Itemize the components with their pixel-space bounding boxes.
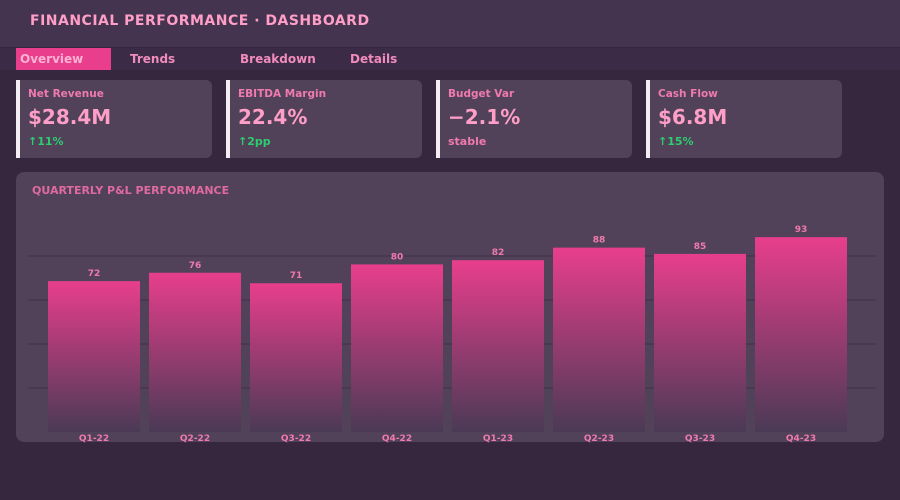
bar bbox=[654, 253, 746, 432]
bar bbox=[250, 283, 342, 432]
tab[interactable]: Details bbox=[350, 52, 398, 66]
kpi-delta: stable bbox=[448, 135, 487, 148]
kpi-card: Budget Var −2.1% stable bbox=[436, 80, 632, 158]
bar bbox=[149, 272, 241, 432]
bar bbox=[755, 237, 847, 432]
tab-bar: Overview Trends Breakdown Details bbox=[0, 48, 900, 70]
bar bbox=[452, 260, 544, 432]
x-tick-label: Q4-23 bbox=[786, 434, 816, 444]
header: FINANCIAL PERFORMANCE · DASHBOARD bbox=[0, 0, 900, 47]
bar bbox=[351, 264, 443, 432]
x-tick-label: Q3-23 bbox=[685, 434, 715, 444]
kpi-label: Cash Flow bbox=[658, 88, 718, 100]
value-label: 85 bbox=[694, 242, 707, 252]
bar bbox=[553, 247, 645, 432]
bar bbox=[48, 281, 140, 432]
kpi-value: 22.4% bbox=[238, 105, 308, 129]
chart-panel bbox=[16, 172, 884, 442]
x-tick-label: Q3-22 bbox=[281, 434, 311, 444]
kpi-card: Cash Flow $6.8M ↑15% bbox=[646, 80, 842, 158]
kpi-value: −2.1% bbox=[448, 105, 521, 129]
header-title: FINANCIAL PERFORMANCE · DASHBOARD bbox=[30, 13, 370, 29]
value-label: 72 bbox=[88, 269, 101, 279]
kpi-label: Budget Var bbox=[448, 88, 515, 100]
value-label: 71 bbox=[290, 271, 303, 281]
kpi-delta: ↑15% bbox=[658, 135, 694, 148]
kpi-delta: ↑11% bbox=[28, 135, 64, 148]
kpi-label: Net Revenue bbox=[28, 88, 104, 100]
tab[interactable]: Trends bbox=[130, 52, 176, 66]
kpi-label: EBITDA Margin bbox=[238, 88, 327, 100]
value-label: 76 bbox=[189, 261, 202, 271]
x-tick-label: Q2-22 bbox=[180, 434, 210, 444]
x-tick-label: Q4-22 bbox=[382, 434, 412, 444]
chart-title: QUARTERLY P&L PERFORMANCE bbox=[32, 184, 229, 197]
x-tick-label: Q2-23 bbox=[584, 434, 614, 444]
tab[interactable]: Breakdown bbox=[240, 52, 316, 66]
kpi-card: Net Revenue $28.4M ↑11% bbox=[16, 80, 212, 158]
kpi-card: EBITDA Margin 22.4% ↑2pp bbox=[226, 80, 422, 158]
kpi-value: $28.4M bbox=[28, 105, 112, 129]
value-label: 88 bbox=[593, 236, 606, 246]
tab[interactable]: Overview bbox=[16, 48, 111, 70]
value-label: 93 bbox=[795, 225, 808, 235]
kpi-value: $6.8M bbox=[658, 105, 728, 129]
value-label: 80 bbox=[391, 252, 404, 262]
x-tick-label: Q1-23 bbox=[483, 434, 513, 444]
value-label: 82 bbox=[492, 248, 505, 258]
kpi-delta: ↑2pp bbox=[238, 135, 271, 148]
x-tick-label: Q1-22 bbox=[79, 434, 109, 444]
